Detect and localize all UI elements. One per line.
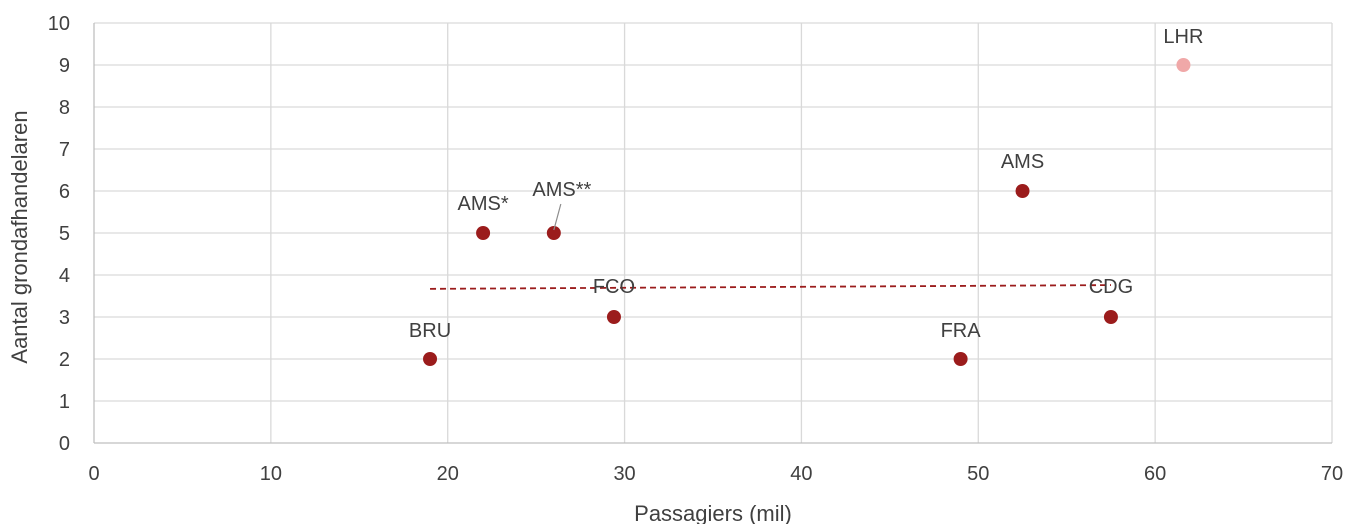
axes bbox=[93, 23, 1332, 444]
y-axis-title: Aantal grondafhandelaren bbox=[7, 110, 32, 363]
point-label: CDG bbox=[1089, 276, 1133, 298]
x-tick-label: 70 bbox=[1321, 463, 1343, 485]
x-tick-label: 30 bbox=[613, 463, 635, 485]
y-tick-label: 0 bbox=[59, 433, 70, 455]
y-tick-label: 7 bbox=[59, 139, 70, 161]
point-label: BRU bbox=[409, 320, 451, 342]
point-label: AMS bbox=[1001, 151, 1044, 173]
point-labels: BRU AMS* AMS** FCO FRA AMS CDG LHR bbox=[409, 26, 1204, 342]
y-tick-label: 2 bbox=[59, 349, 70, 371]
y-tick-labels: 0 1 2 3 4 5 6 7 8 9 10 bbox=[48, 13, 70, 455]
data-point bbox=[1103, 310, 1118, 324]
y-tick-label: 10 bbox=[48, 13, 70, 35]
y-tick-label: 9 bbox=[59, 55, 70, 77]
point-label: AMS** bbox=[532, 179, 591, 201]
data-point bbox=[1176, 58, 1191, 72]
x-tick-label: 50 bbox=[967, 463, 989, 485]
x-tick-label: 60 bbox=[1144, 463, 1166, 485]
x-tick-label: 40 bbox=[790, 463, 812, 485]
point-label: FRA bbox=[941, 320, 982, 342]
x-tick-label: 0 bbox=[88, 463, 99, 485]
data-point bbox=[423, 352, 438, 366]
x-axis-title: Passagiers (mil) bbox=[634, 501, 792, 524]
y-tick-label: 1 bbox=[59, 391, 70, 413]
x-tick-label: 20 bbox=[437, 463, 459, 485]
trendline-group bbox=[430, 284, 1111, 290]
data-point bbox=[1015, 184, 1030, 198]
y-tick-label: 6 bbox=[59, 181, 70, 203]
gridlines bbox=[94, 22, 1333, 443]
data-point bbox=[953, 352, 968, 366]
data-point bbox=[546, 226, 561, 240]
data-point bbox=[606, 310, 621, 324]
y-tick-label: 4 bbox=[59, 265, 70, 287]
label-leader-line bbox=[553, 203, 562, 231]
data-point bbox=[476, 226, 491, 240]
point-label: AMS* bbox=[458, 193, 509, 215]
point-label: FCO bbox=[593, 276, 635, 298]
point-label: LHR bbox=[1163, 26, 1203, 48]
y-tick-label: 5 bbox=[59, 223, 70, 245]
x-tick-label: 10 bbox=[260, 463, 282, 485]
data-points bbox=[423, 58, 1191, 366]
x-tick-labels: 0 10 20 30 40 50 60 70 bbox=[88, 463, 1343, 485]
trendline bbox=[430, 284, 1111, 290]
y-tick-label: 8 bbox=[59, 97, 70, 119]
y-tick-label: 3 bbox=[59, 307, 70, 329]
